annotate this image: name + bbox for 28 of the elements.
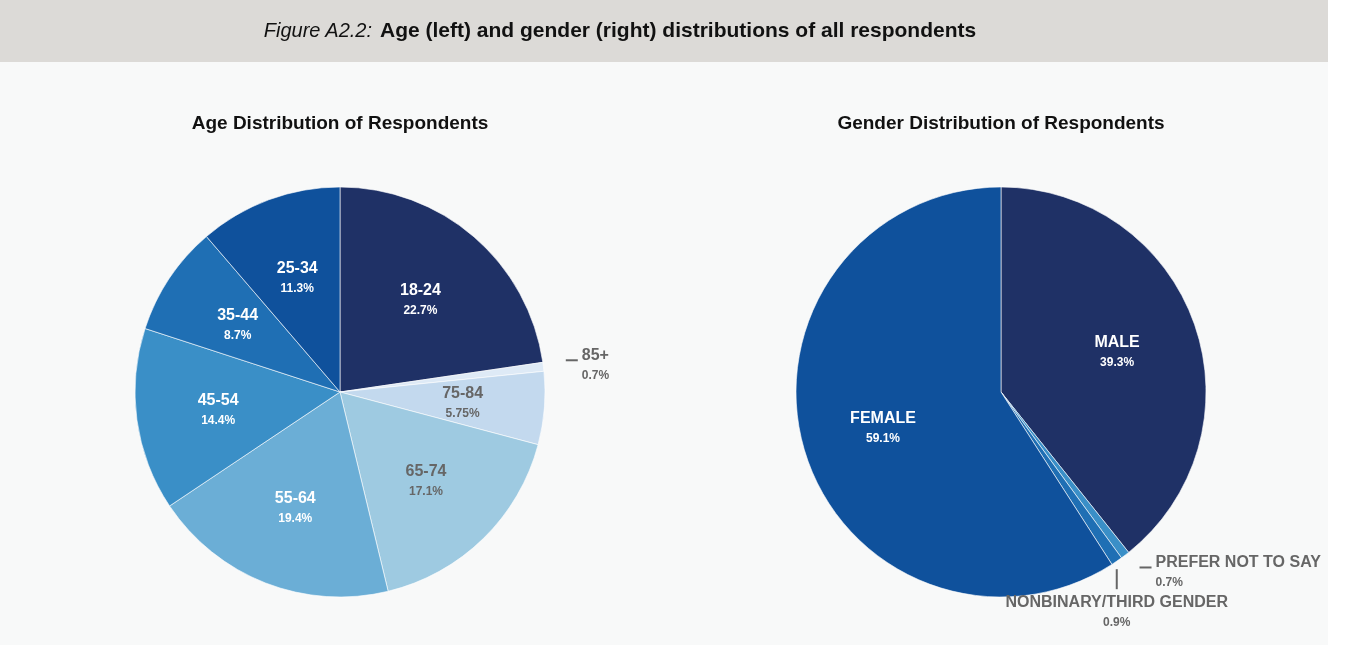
data-label: 22.7% bbox=[403, 302, 438, 317]
slice-label: 25-34 bbox=[276, 258, 318, 276]
data-label: 11.3% bbox=[280, 280, 315, 295]
slice-label: PREFER NOT TO SAY bbox=[1155, 553, 1322, 571]
slice-label: 65-74 bbox=[405, 461, 447, 479]
slice-label: 75-84 bbox=[442, 383, 484, 401]
slice-label: 55-64 bbox=[274, 488, 316, 506]
slice-label: NONBINARY/THIRD GENDER bbox=[1005, 593, 1229, 611]
slice-label: 85+ bbox=[581, 346, 609, 364]
data-label: 19.4% bbox=[278, 510, 313, 525]
text: Age (left) and gender (right) distributions of all respondents bbox=[380, 18, 977, 41]
data-label: 5.75% bbox=[445, 405, 480, 420]
slice-label: FEMALE bbox=[850, 408, 917, 426]
slice-label: MALE bbox=[1094, 333, 1141, 351]
data-label: 59.1% bbox=[865, 430, 901, 445]
data-label: 0.9% bbox=[1103, 615, 1131, 630]
data-label: 17.1% bbox=[408, 483, 444, 498]
chart-title: Age Distribution of Respondents bbox=[191, 112, 489, 133]
slice-label: 18-24 bbox=[399, 280, 441, 298]
caption: Figure A2.2: bbox=[263, 19, 372, 41]
slice-label: 35-44 bbox=[217, 305, 259, 323]
data-label: 39.3% bbox=[1100, 355, 1135, 370]
data-label: 0.7% bbox=[581, 368, 610, 383]
data-label: 14.4% bbox=[201, 412, 236, 427]
chart-title: Gender Distribution of Respondents bbox=[837, 112, 1165, 133]
data-label: 8.7% bbox=[223, 327, 252, 342]
slice-label: 45-54 bbox=[197, 390, 239, 408]
data-label: 0.7% bbox=[1155, 575, 1184, 590]
